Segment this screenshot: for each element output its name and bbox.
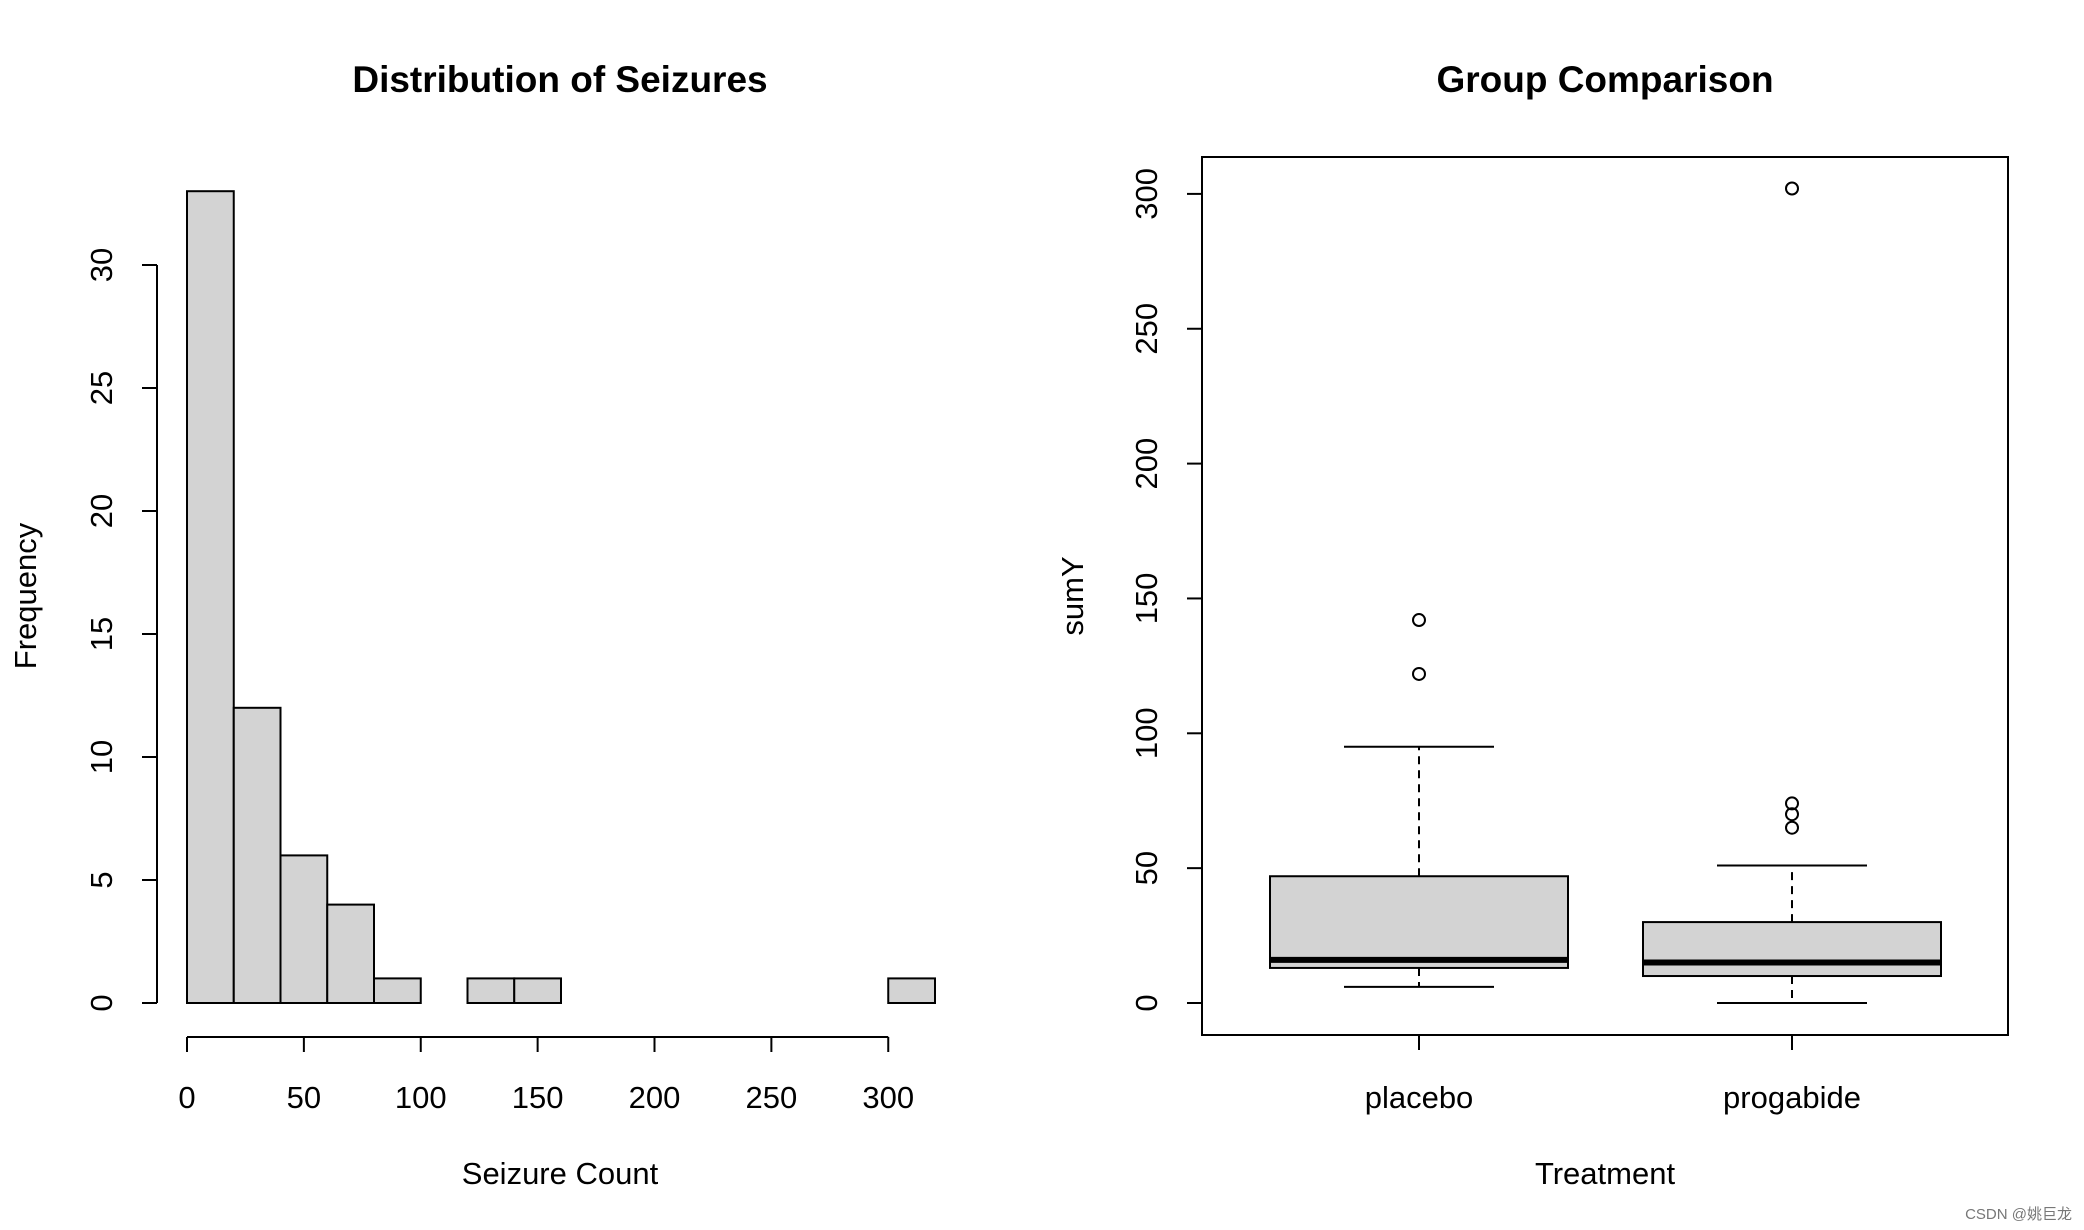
boxplot-y-axis: 0 50 100 150 200 250 300 <box>1129 168 1203 1012</box>
histogram-bar <box>326 903 375 1004</box>
boxplot-y-tick-label: 150 <box>1129 573 1164 625</box>
boxplot-y-tick-label: 0 <box>1129 994 1164 1011</box>
boxplot-box <box>1642 921 1942 978</box>
histogram-bar <box>373 977 422 1005</box>
boxplot-group-placebo <box>1269 613 1569 988</box>
boxplot-title: Group Comparison <box>1436 59 1773 100</box>
boxplot-category-label: progabide <box>1723 1080 1861 1115</box>
histogram-x-tick-label: 300 <box>862 1080 914 1115</box>
histogram-x-tick-label: 100 <box>395 1080 447 1115</box>
histogram-y-tick-label: 30 <box>84 248 119 282</box>
boxplot-outlier <box>1785 796 1799 811</box>
histogram-x-tick-label: 150 <box>512 1080 564 1115</box>
boxplot-y-tick-label: 250 <box>1129 303 1164 355</box>
boxplot-x-axis: placebo progabide <box>1365 1035 1861 1115</box>
histogram-y-tick-label: 0 <box>84 994 119 1011</box>
histogram-y-tick-label: 10 <box>84 740 119 774</box>
boxplot-outlier <box>1785 820 1799 835</box>
boxplot-y-tick-label: 300 <box>1129 168 1164 220</box>
boxplot-y-tick-label: 200 <box>1129 438 1164 490</box>
histogram-x-tick-label: 50 <box>287 1080 321 1115</box>
histogram-title: Distribution of Seizures <box>352 59 767 100</box>
histogram-y-axis: 0 5 10 15 20 25 30 <box>84 248 158 1012</box>
boxplot-marks <box>1269 181 1942 1004</box>
boxplot-x-axis-title: Treatment <box>1535 1156 1676 1191</box>
histogram-y-tick-label: 25 <box>84 371 119 405</box>
watermark: CSDN @姚巨龙 <box>1965 1206 2072 1223</box>
histogram-bars <box>186 190 936 1005</box>
boxplot-category-label: placebo <box>1365 1080 1474 1115</box>
boxplot-y-axis-title: sumY <box>1055 556 1090 635</box>
histogram-y-axis-title: Frequency <box>8 522 43 669</box>
histogram-x-tick-label: 200 <box>629 1080 681 1115</box>
boxplot-outlier <box>1785 181 1799 196</box>
histogram-bar <box>466 977 516 1005</box>
histogram-bar <box>279 854 329 1005</box>
boxplot-panel: Group Comparison 0 50 100 150 200 250 300 plac… <box>1055 59 2009 1191</box>
histogram-x-axis: 0 50 100 150 200 250 300 <box>178 1036 914 1115</box>
histogram-x-tick-label: 250 <box>746 1080 798 1115</box>
boxplot-y-tick-label: 100 <box>1129 707 1164 759</box>
histogram-y-tick-label: 20 <box>84 494 119 528</box>
histogram-x-axis-title: Seizure Count <box>462 1156 659 1191</box>
boxplot-outlier <box>1785 807 1799 822</box>
histogram-bar <box>887 977 936 1005</box>
boxplot-y-tick-label: 50 <box>1129 851 1164 885</box>
histogram-y-tick-label: 5 <box>84 871 119 888</box>
histogram-x-tick-label: 0 <box>178 1080 195 1115</box>
histogram-bar <box>232 706 282 1004</box>
boxplot-outlier <box>1412 666 1426 681</box>
boxplot-group-progabide <box>1642 181 1942 1004</box>
histogram-panel: Distribution of Seizures 0 50 100 150 200 250… <box>8 59 936 1191</box>
histogram-bar <box>186 190 235 1004</box>
boxplot-outlier <box>1412 613 1426 628</box>
histogram-y-tick-label: 15 <box>84 617 119 651</box>
histogram-bar <box>513 977 562 1005</box>
boxplot-box <box>1269 875 1569 969</box>
